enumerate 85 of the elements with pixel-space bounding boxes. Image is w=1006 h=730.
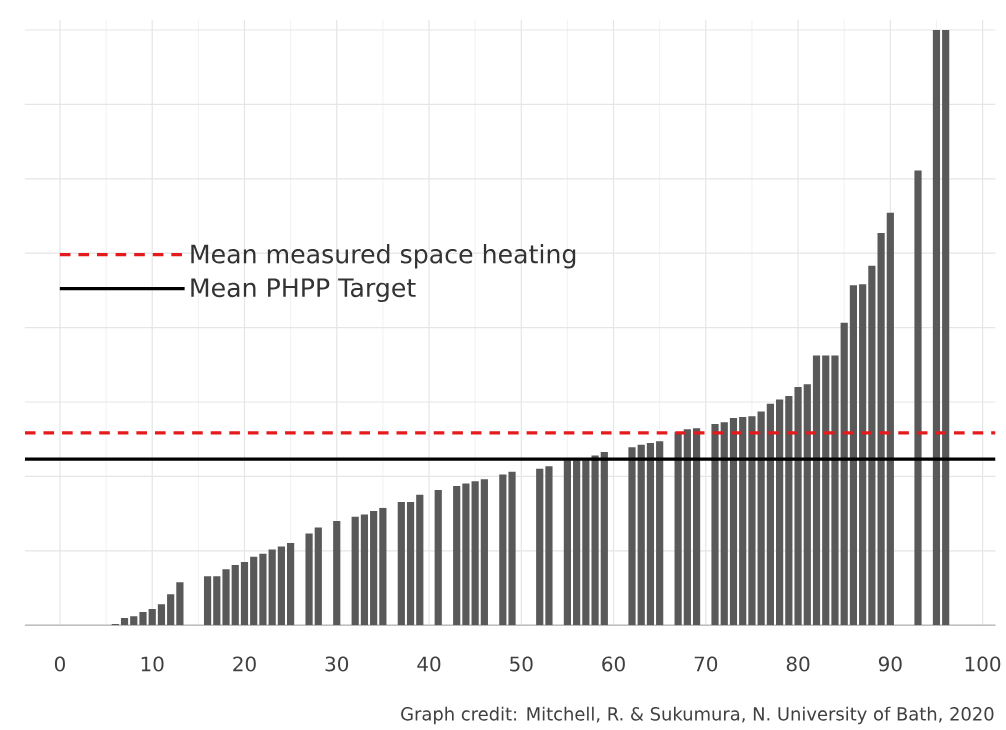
bar [932, 30, 941, 626]
bar [729, 418, 738, 626]
bar [840, 322, 848, 626]
bar [277, 546, 285, 626]
bar [637, 444, 645, 626]
bar [167, 594, 175, 626]
bar [766, 403, 774, 626]
bar [120, 618, 129, 626]
bar [287, 543, 295, 626]
bar [453, 486, 461, 626]
bar [148, 609, 156, 626]
bar [268, 549, 276, 626]
bar [591, 455, 599, 626]
bar [240, 562, 249, 626]
bar [656, 441, 664, 626]
bar [397, 502, 405, 626]
bar [600, 452, 608, 626]
bar [176, 582, 184, 626]
bar [868, 265, 876, 626]
bar [776, 399, 784, 626]
bar [130, 616, 138, 626]
bar [250, 556, 258, 626]
bar [711, 424, 719, 626]
x-tick-label: 60 [602, 656, 625, 672]
bar [849, 285, 858, 626]
bar [785, 396, 793, 626]
bar [748, 416, 756, 626]
bar [379, 508, 387, 626]
x-tick-label: 40 [417, 656, 441, 672]
bar [333, 521, 341, 626]
bar [434, 490, 442, 626]
x-tick-label: 10 [141, 656, 164, 672]
bar [305, 533, 313, 626]
x-tick-label: 50 [510, 656, 533, 672]
bar [822, 355, 830, 626]
bar [222, 569, 230, 626]
bar [914, 170, 922, 626]
bar [416, 494, 424, 626]
text: Graph credit: Mitchell, R. & Sukumura, N. University of Bath, 2020 [401, 706, 994, 725]
x-tick-label: 80 [786, 656, 810, 672]
bar [536, 468, 544, 626]
bar [480, 479, 488, 626]
x-tick-label: 100 [965, 656, 1001, 672]
x-tick-label: 0 [54, 656, 65, 672]
bar [471, 481, 479, 626]
bar [203, 576, 212, 626]
bar [314, 527, 322, 626]
bar [406, 502, 415, 626]
bar [683, 429, 691, 626]
bar [794, 387, 802, 626]
bar [942, 30, 950, 626]
bar [360, 514, 369, 626]
bar [157, 604, 166, 626]
bar [545, 466, 553, 626]
bar [582, 460, 590, 626]
bar [720, 422, 728, 626]
bar [563, 460, 571, 626]
bar [259, 553, 267, 626]
legend-label: Mean measured space heating [191, 244, 576, 269]
bar [351, 517, 359, 626]
bar [886, 212, 894, 626]
bar [692, 428, 701, 626]
bar [831, 355, 839, 626]
bar [508, 471, 516, 626]
bar [859, 284, 867, 626]
bar [462, 483, 470, 626]
bar [877, 233, 885, 626]
bar [573, 460, 581, 626]
bar [739, 417, 747, 626]
x-tick-label: 70 [694, 656, 718, 672]
bar [139, 612, 147, 626]
bar [812, 355, 821, 626]
legend-label: Mean PHPP Target [191, 278, 416, 303]
bar [231, 565, 239, 626]
bar [628, 447, 636, 626]
bar [757, 411, 765, 626]
x-tick-label: 30 [325, 656, 349, 672]
bar [499, 474, 507, 626]
bar [803, 384, 811, 626]
bar [370, 511, 378, 626]
bar [674, 432, 682, 626]
bar [213, 576, 221, 626]
bar [646, 443, 655, 626]
x-tick-label: 20 [233, 656, 256, 672]
x-tick-label: 90 [878, 656, 902, 672]
